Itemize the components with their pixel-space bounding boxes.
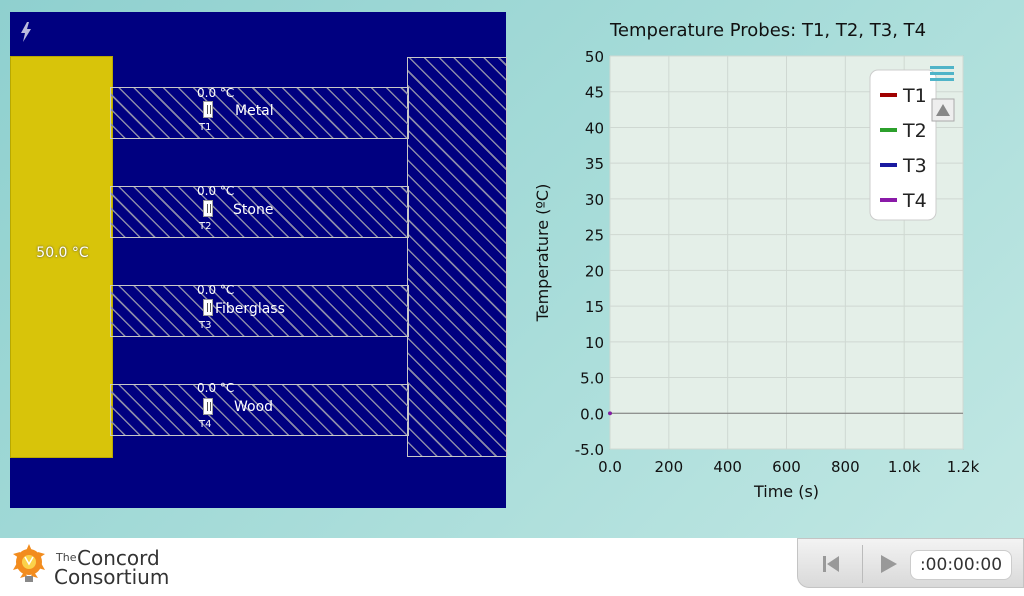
series-point-t4 [608,411,612,416]
stone-bar[interactable] [110,186,409,238]
x-tick-label: 0.0 [598,458,622,476]
playback-controls: :00:00:00 [797,538,1024,588]
probe-t3-label: T3 [199,320,212,331]
probe-t4-reading: 0.0 °C [197,381,235,395]
y-tick-label: 0.0 [580,405,604,423]
heat-source[interactable]: 50.0 °C [10,56,113,458]
fiberglass-bar[interactable] [110,285,409,337]
concord-lightbulb-logo-icon [13,544,45,582]
metal-bar[interactable] [110,87,409,139]
playback-divider [862,545,863,583]
stone-bar-label: Stone [233,202,274,218]
y-tick-label: 40 [585,119,604,137]
logo-text-concord: Concord [77,546,160,570]
elapsed-time-display: :00:00:00 [910,550,1012,580]
y-tick-label: -5.0 [575,441,604,459]
chart-title: Temperature Probes: T1, T2, T3, T4 [610,20,927,41]
heater-temperature-label: 50.0 °C [36,245,89,261]
chart-export-icon[interactable] [931,98,955,122]
probe-t2-icon[interactable] [203,200,213,217]
wood-bar[interactable] [110,384,409,436]
reset-button[interactable] [814,547,848,581]
x-tick-label: 200 [655,458,684,476]
footer-bar: The Concord Consortium :00:00:00 [0,538,1024,596]
y-tick-label: 30 [585,191,604,209]
x-tick-label: 800 [831,458,860,476]
x-axis-label: Time (s) [753,482,819,501]
logo-text-consortium: Consortium [54,565,170,589]
y-tick-label: 35 [585,155,604,173]
probe-t3-reading: 0.0 °C [197,283,235,297]
y-tick-label: 50 [585,48,604,66]
chart-canvas[interactable]: 0.0 200 400 600 800 1.0k 1.2k 50 45 40 35 30 25 20 15 1… [520,12,1020,512]
fiberglass-bar-label: Fiberglass [215,301,285,317]
legend-box [869,69,937,221]
metal-bar-label: Metal [235,103,274,119]
x-tick-label: 600 [772,458,801,476]
y-tick-label: 20 [585,262,604,280]
probe-t1-icon[interactable] [203,101,213,118]
legend-label-t1: T1 [902,85,927,107]
legend-label-t4: T4 [902,190,927,212]
play-button[interactable] [872,547,906,581]
x-tick-label: 1.0k [888,458,921,476]
probe-t4-label: T4 [199,419,212,430]
probe-t1-label: T1 [199,122,212,133]
lightning-bolt-icon[interactable] [20,22,32,42]
temperature-graph[interactable]: Temperature Probes: T1, T2, T3, T4 0.0 20… [520,12,1020,512]
x-tick-label: 1.2k [947,458,980,476]
heat-sink-block [407,57,507,457]
probe-t3-icon[interactable] [203,299,213,316]
y-axis-label: Temperature (ºC) [533,184,552,323]
probe-t2-reading: 0.0 °C [197,184,235,198]
y-tick-label: 10 [585,334,604,352]
probe-t2-label: T2 [199,221,212,232]
probe-t4-icon[interactable] [203,398,213,415]
legend-label-t3: T3 [902,155,927,177]
legend-label-t2: T2 [902,120,927,142]
logo-text-the: The [56,551,77,564]
y-tick-label: 25 [585,227,604,245]
y-tick-label: 5.0 [580,370,604,388]
chart-menu-icon[interactable] [930,66,954,81]
y-tick-label: 45 [585,84,604,102]
x-tick-label: 400 [713,458,742,476]
simulation-panel[interactable]: 50.0 °C 0.0 °C T1 Metal 0.0 °C T2 Stone … [10,12,507,508]
y-tick-label: 15 [585,298,604,316]
wood-bar-label: Wood [234,399,274,415]
probe-t1-reading: 0.0 °C [197,86,235,100]
